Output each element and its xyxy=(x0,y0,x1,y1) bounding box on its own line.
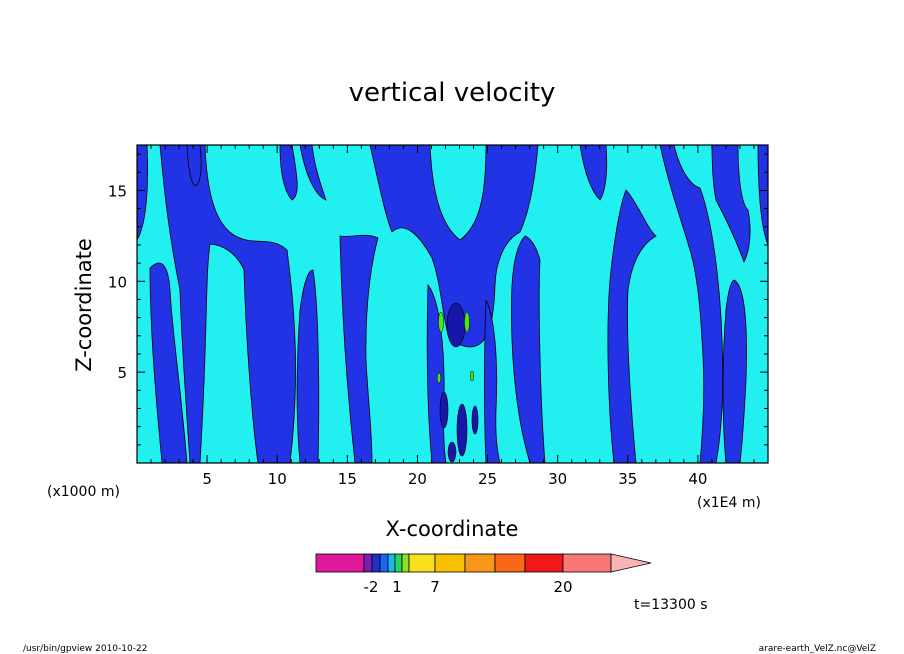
colorbar-segment xyxy=(379,553,389,573)
x-tick-label: 15 xyxy=(338,470,357,488)
colorbar-segment xyxy=(315,553,365,573)
contour-region xyxy=(296,269,320,464)
deep-core xyxy=(446,302,466,348)
colorbar: -2 1 7 20 xyxy=(315,553,652,596)
colorbar-segment xyxy=(494,553,526,573)
footer-right: arare-earth_VelZ.nc@VelZ xyxy=(759,644,876,654)
x-tick-label: 40 xyxy=(688,470,707,488)
time-label: t=13300 s xyxy=(634,597,708,613)
x-tick-label: 10 xyxy=(268,470,287,488)
plot-frame xyxy=(136,144,769,464)
x-tick-label: 5 xyxy=(202,470,212,488)
colorbar-segment xyxy=(401,553,410,573)
contour-region xyxy=(339,234,379,464)
contour-region xyxy=(484,299,501,464)
y-axis-title: Z-coordinate xyxy=(72,238,96,372)
colorbar-segment xyxy=(562,553,612,573)
x-tick-label: 25 xyxy=(478,470,497,488)
y-tick-label: 5 xyxy=(117,364,127,382)
contour-region xyxy=(186,144,202,187)
x-axis-title: X-coordinate xyxy=(386,517,519,541)
x-axis: 5 10 15 20 25 30 35 40 xyxy=(202,470,707,488)
colorbar-extension xyxy=(610,553,652,573)
accent-core xyxy=(438,311,444,333)
colorbar-label: 20 xyxy=(553,578,572,596)
contour-region xyxy=(279,144,298,201)
colorbar-label: 7 xyxy=(430,578,440,596)
axis-ticks xyxy=(136,145,769,464)
colorbar-segment xyxy=(524,553,564,573)
y-axis: 5 10 15 xyxy=(108,182,127,382)
accent-core xyxy=(464,311,470,333)
contour-region xyxy=(149,262,188,464)
contour-region xyxy=(136,144,148,242)
colorbar-segment xyxy=(363,553,373,573)
colorbar-segment xyxy=(394,553,403,573)
colorbar-segment xyxy=(371,553,381,573)
x-unit-left: (x1000 m) xyxy=(47,484,120,500)
contour-region xyxy=(711,144,751,264)
y-tick-label: 10 xyxy=(108,273,127,291)
deep-core xyxy=(439,391,449,429)
accent-core xyxy=(436,372,442,384)
deep-core xyxy=(471,405,479,435)
x-tick-label: 35 xyxy=(618,470,637,488)
deep-core xyxy=(447,441,457,463)
contour-region xyxy=(607,189,657,464)
accent-core xyxy=(469,370,475,382)
colorbar-segment xyxy=(434,553,466,573)
contour-region xyxy=(369,144,539,348)
accent-cores xyxy=(436,311,475,384)
footer-left: /usr/bin/gpview 2010-10-22 xyxy=(23,644,147,654)
deep-core xyxy=(456,403,468,457)
colorbar-label: 1 xyxy=(392,578,402,596)
colorbar-segment xyxy=(387,553,396,573)
x-unit-right: (x1E4 m) xyxy=(697,495,761,511)
contour-region xyxy=(299,144,327,201)
contour-fields xyxy=(136,144,769,464)
colorbar-label: -2 xyxy=(364,578,379,596)
x-tick-label: 20 xyxy=(408,470,427,488)
chart-title: vertical velocity xyxy=(349,78,556,108)
plot-area xyxy=(136,144,769,464)
colorbar-segment xyxy=(408,553,436,573)
y-tick-label: 15 xyxy=(108,182,127,200)
contour-region xyxy=(579,144,608,201)
x-tick-label: 30 xyxy=(548,470,567,488)
deep-cores xyxy=(439,302,479,463)
colorbar-segment xyxy=(464,553,496,573)
contour-region xyxy=(159,144,296,464)
